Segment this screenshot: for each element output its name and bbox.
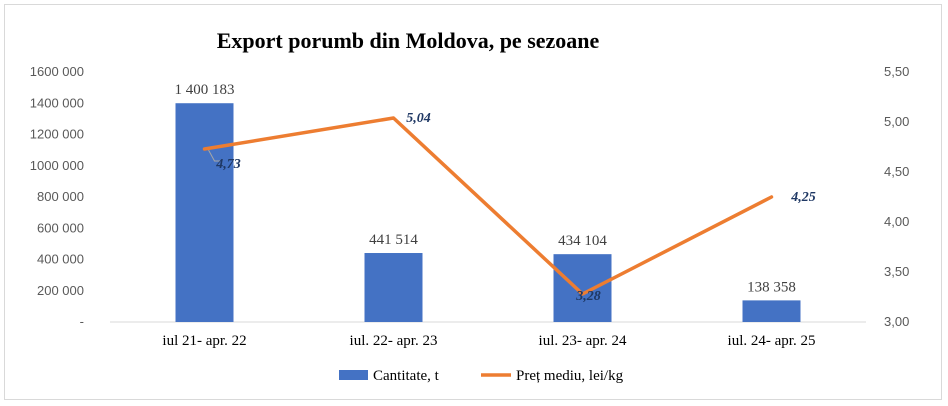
bar [553, 254, 612, 322]
category-label: iul. 23- apr. 24 [539, 333, 627, 349]
bar [742, 300, 801, 322]
bar [364, 253, 423, 322]
left-tick-label: 1000 000 [30, 158, 84, 173]
bar-data-label: 441 514 [369, 232, 418, 248]
category-label: iul. 24- apr. 25 [728, 333, 816, 349]
bar-data-label: 138 358 [747, 279, 796, 295]
left-tick-label: 1600 000 [30, 64, 84, 79]
chart-title: Export porumb din Moldova, pe sezoane [217, 28, 600, 53]
left-axis: - 200 000 400 000 600 000 800 000 1000 000 120… [30, 64, 84, 329]
line-data-label: 4,73 [215, 157, 241, 172]
bar-series: 1 400 183 441 514 434 104 138 358 [110, 82, 866, 323]
right-tick-label: 4,00 [884, 214, 909, 229]
right-tick-label: 5,00 [884, 114, 909, 129]
legend-swatch-bar [339, 370, 368, 380]
line-series: 4,73 5,04 3,28 4,25 [202, 111, 816, 304]
right-tick-label: 3,00 [884, 314, 909, 329]
line-data-label: 3,28 [575, 289, 601, 304]
left-tick-label: 800 000 [37, 189, 84, 204]
line-data-label: 5,04 [406, 111, 431, 126]
category-label: iul 21- apr. 22 [162, 333, 246, 349]
chart-frame [4, 4, 942, 400]
leader-line [208, 149, 221, 162]
line-data-label: 4,25 [790, 190, 816, 205]
price-line [202, 116, 774, 296]
left-tick-label: 400 000 [37, 252, 84, 267]
category-labels: iul 21- apr. 22 iul. 22- apr. 23 iul. 23- … [162, 333, 815, 349]
left-tick-label: 600 000 [37, 220, 84, 235]
left-tick-label: 1400 000 [30, 95, 84, 110]
bar [175, 103, 234, 322]
left-tick-label: 200 000 [37, 283, 84, 298]
legend: Cantitate, t Preț mediu, lei/kg [339, 368, 624, 384]
legend-label-line: Preț mediu, lei/kg [516, 368, 624, 384]
right-tick-label: 3,50 [884, 264, 909, 279]
left-tick-label: 1200 000 [30, 127, 84, 142]
legend-label-bar: Cantitate, t [373, 368, 440, 384]
bar-data-label: 1 400 183 [175, 82, 235, 98]
right-tick-label: 4,50 [884, 164, 909, 179]
right-tick-label: 5,50 [884, 64, 909, 79]
category-label: iul. 22- apr. 23 [350, 333, 438, 349]
bar-data-label: 434 104 [558, 233, 607, 249]
right-axis: 3,00 3,50 4,00 4,50 5,00 5,50 [884, 64, 909, 329]
leader-lines [208, 149, 221, 162]
left-tick-label: - [80, 314, 84, 329]
